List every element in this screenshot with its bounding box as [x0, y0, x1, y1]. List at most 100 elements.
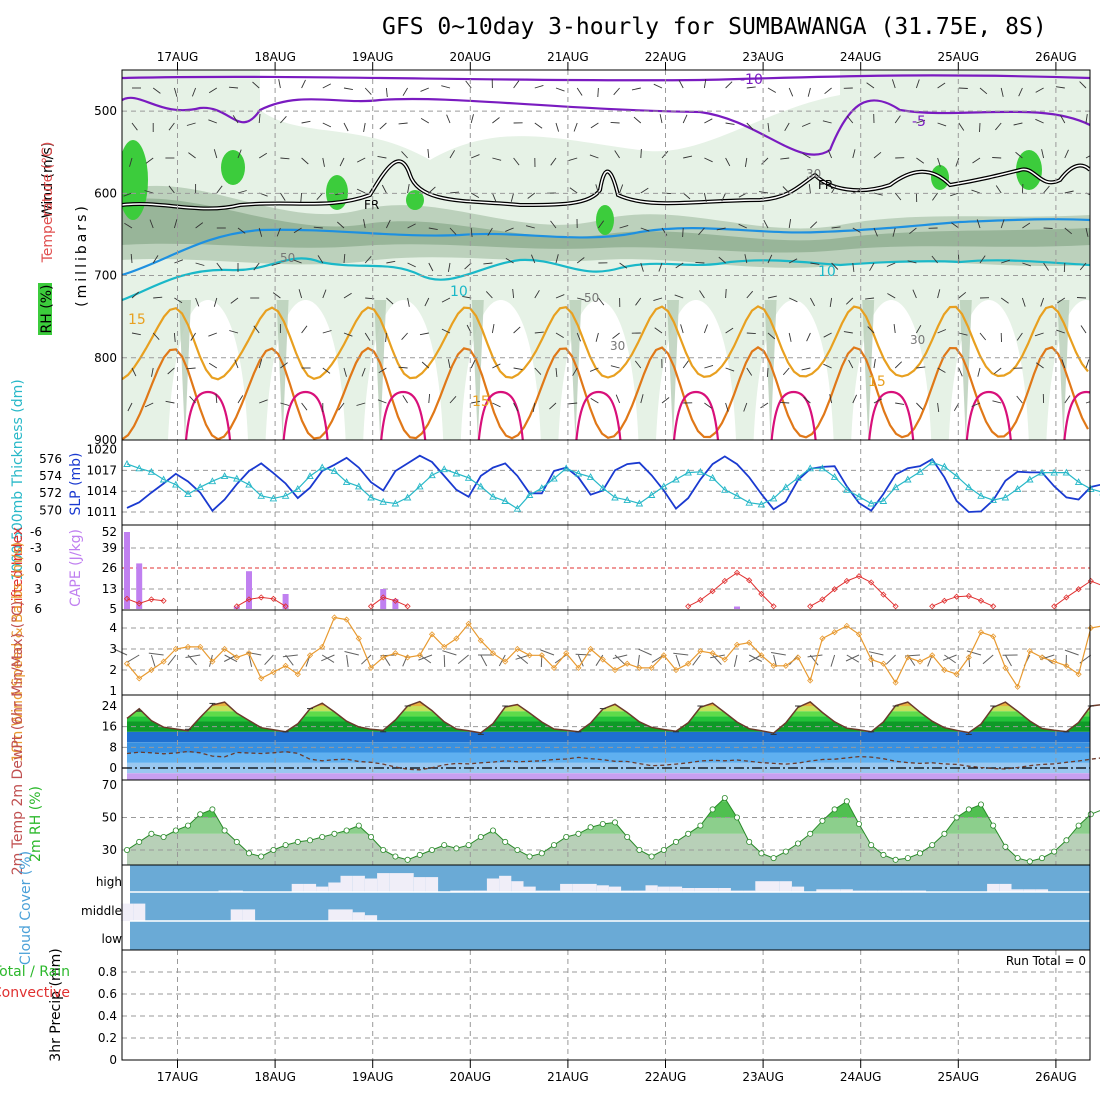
wind-speed-point — [1002, 664, 1009, 671]
wind-barb — [958, 122, 965, 131]
wind-barb — [569, 187, 578, 194]
dry-pocket — [1046, 300, 1090, 440]
thickness-point — [1087, 484, 1095, 492]
rh-point — [843, 798, 850, 805]
rh-point — [136, 838, 143, 845]
wind-barb — [540, 654, 543, 668]
thickness-point — [574, 469, 583, 477]
cloud-bar-middle — [364, 915, 378, 921]
rh-point — [624, 834, 631, 841]
rh-point — [795, 840, 802, 847]
temp-band — [127, 773, 1090, 780]
cloud-bar-high — [401, 873, 414, 892]
rh-band — [127, 793, 1090, 802]
cape-bar — [233, 606, 240, 609]
wind-barb — [428, 227, 438, 231]
wind-barb — [789, 297, 798, 303]
wind-barb — [363, 219, 366, 229]
li-point — [148, 596, 155, 603]
wind-barb — [228, 86, 239, 89]
wind-barb — [1035, 87, 1044, 93]
wind-barb — [464, 262, 472, 270]
wind-barb — [831, 226, 841, 229]
wind-barb — [216, 262, 223, 271]
wind-barb — [555, 332, 564, 338]
wind-barb — [1079, 81, 1087, 89]
rh-point — [819, 817, 826, 824]
rh-point — [306, 837, 313, 844]
moist-streak — [862, 300, 875, 440]
cloud-bar-high — [584, 883, 597, 892]
thickness-point — [464, 473, 473, 481]
wind-barb — [958, 332, 968, 336]
wind-barb — [873, 398, 883, 404]
wind-barb — [843, 331, 853, 334]
wind-barb — [699, 290, 705, 299]
li-tick: 3 — [34, 582, 42, 596]
li-point — [392, 597, 399, 604]
cape-bar — [124, 532, 130, 609]
wind-barb — [505, 258, 514, 264]
wind-barb — [208, 87, 218, 94]
temp-band — [127, 706, 1090, 712]
wind-barb — [356, 402, 366, 406]
isotherm-dkorange — [122, 345, 1089, 440]
wind-barb — [682, 114, 688, 124]
cape-bar — [246, 571, 252, 609]
cloud-bar-high — [572, 883, 585, 892]
wind-barb — [1064, 227, 1072, 235]
moist-streak — [959, 300, 972, 440]
cloud-bar-high — [340, 875, 353, 892]
wind-speed-point — [807, 677, 814, 684]
wind-barb — [343, 122, 349, 132]
slp-thickness-panel: 570 572 574 576 1011 1014 1017 1020 — [39, 439, 1100, 526]
li-point — [892, 603, 899, 610]
thickness-point — [379, 497, 387, 505]
wind-barb — [280, 362, 288, 369]
wind-speed-line — [126, 616, 1100, 689]
rh-point — [880, 851, 887, 858]
thickness-tick: 572 — [39, 486, 62, 500]
thickness-point — [660, 482, 668, 490]
wind-barb — [363, 122, 366, 132]
wind-barb — [972, 157, 981, 164]
wind-barb — [153, 296, 163, 299]
rh-tick: 30 — [102, 843, 117, 857]
wind-barb — [680, 324, 684, 334]
wind-speed-point — [148, 666, 155, 674]
thickness-point — [696, 467, 705, 475]
wind-speed-point — [831, 629, 838, 636]
wind-barb — [682, 192, 691, 200]
wind-speed-point — [1063, 662, 1070, 669]
wind-barb — [823, 363, 832, 369]
temp-tick: 24 — [102, 699, 117, 713]
wind-barb — [167, 654, 177, 666]
li-point — [123, 595, 131, 602]
rh-contour-label: 50 — [584, 291, 599, 305]
thickness-point — [355, 482, 363, 490]
li-point — [270, 595, 277, 602]
wind-speed-point — [880, 660, 887, 667]
date-label-bottom: 25AUG — [938, 1070, 980, 1084]
wind-speed-point — [258, 675, 265, 682]
cloud-bar-high — [608, 886, 622, 892]
wind-barb — [852, 227, 861, 233]
wind-barb — [824, 87, 832, 95]
rh-point — [685, 830, 692, 837]
isotherm-label: -5 — [912, 114, 926, 130]
wind-speed-point — [477, 637, 484, 644]
wind-barb — [381, 184, 387, 194]
rh-point — [282, 842, 289, 849]
wind-barb — [575, 653, 591, 656]
wind-barb — [549, 402, 557, 410]
wind-barb — [191, 87, 197, 97]
wind-speed-point — [221, 645, 228, 653]
wind-barb — [595, 332, 599, 342]
wind-speed-point — [380, 654, 387, 661]
wind-barb — [598, 220, 605, 229]
thickness-point — [635, 499, 644, 507]
wind-barb — [402, 395, 408, 404]
li-point — [965, 592, 972, 600]
wind-barb — [344, 651, 359, 656]
wind-barb — [378, 367, 387, 374]
